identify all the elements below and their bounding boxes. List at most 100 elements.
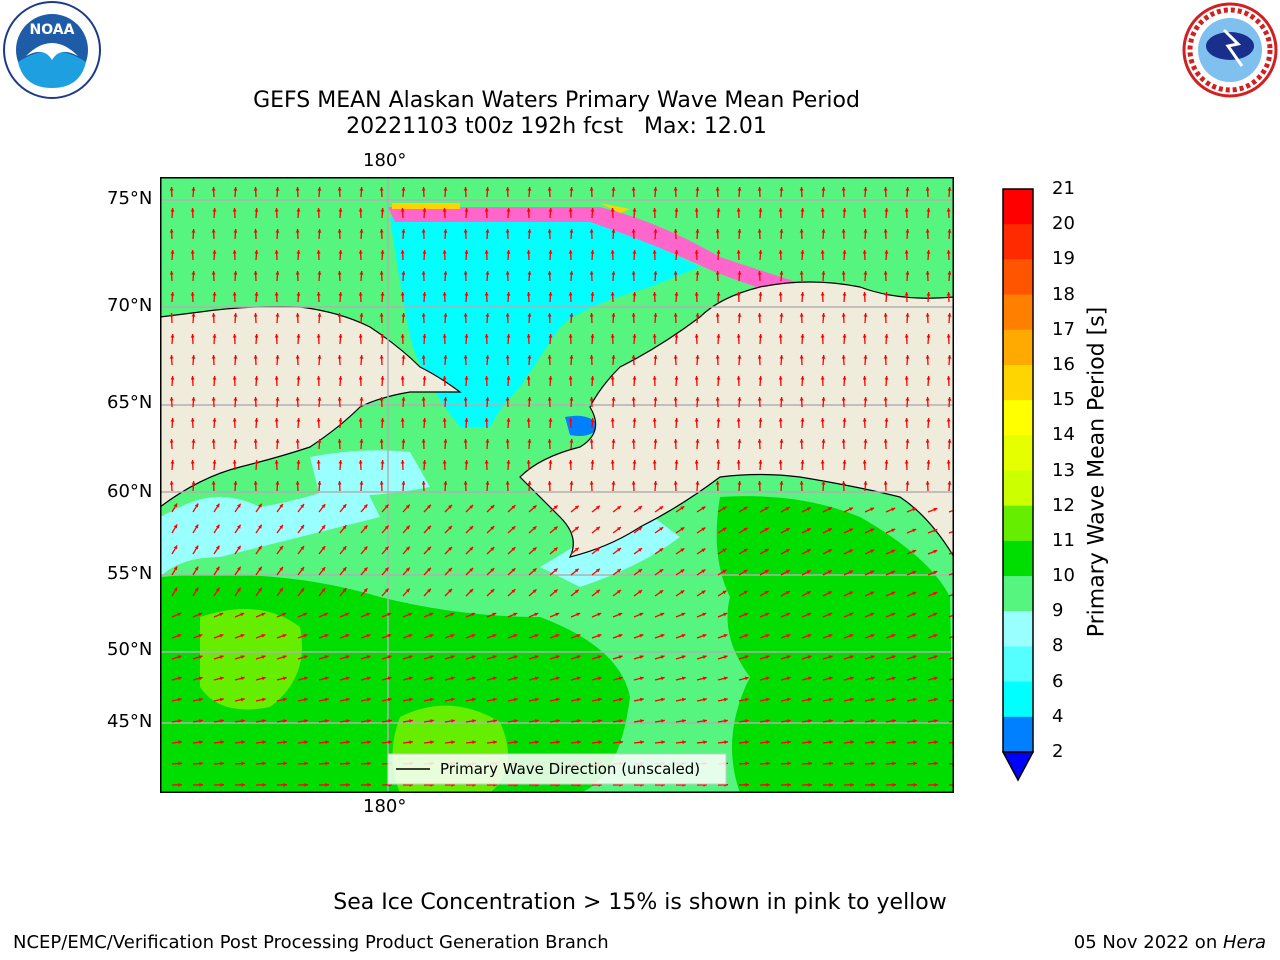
wave-arrow-head: [617, 590, 621, 594]
wave-arrow-head: [568, 292, 573, 296]
wave-arrow-head: [576, 697, 581, 702]
wave-arrow-head: [757, 229, 762, 233]
wave-arrow-head: [401, 481, 406, 485]
wave-arrow-head: [702, 697, 707, 702]
wave-arrow-head: [947, 271, 952, 275]
wave-arrow-head: [358, 250, 363, 254]
wave-arrow-head: [553, 526, 558, 531]
wave-arrow-head: [905, 439, 910, 443]
wave-arrow-head: [723, 697, 728, 702]
wave-arrow-head: [659, 506, 664, 510]
wave-arrow-head: [722, 590, 727, 595]
wave-arrow-head: [842, 418, 847, 422]
wave-arrow-head: [737, 271, 742, 275]
wave-arrow-head: [870, 591, 875, 596]
wave-arrow-head: [317, 187, 322, 191]
wave-arrow-head: [254, 376, 259, 380]
wave-arrow-head: [219, 634, 224, 638]
wave-arrow-head: [610, 376, 615, 380]
wave-arrow-head: [631, 271, 636, 275]
wave-arrow-head: [799, 229, 804, 233]
wave-arrow-head: [303, 697, 308, 702]
wave-arrow-head: [821, 355, 826, 359]
wave-arrow-head: [737, 397, 742, 401]
wave-arrow-head: [827, 570, 832, 574]
wave-arrow-head: [652, 208, 657, 212]
wave-arrow-head: [828, 612, 833, 617]
wave-arrow-head: [779, 187, 784, 191]
wave-arrow-head: [702, 612, 707, 617]
wave-arrow-head: [241, 782, 245, 787]
wave-arrow-head: [199, 719, 203, 723]
wave-arrow-head: [194, 545, 199, 550]
wave-arrow-head: [799, 355, 804, 359]
wave-arrow-head: [904, 292, 909, 296]
wave-arrow-head: [380, 376, 385, 380]
wave-arrow-head: [589, 355, 594, 359]
wave-arrow-head: [514, 740, 518, 745]
wave-arrow-head: [891, 528, 896, 533]
wave-arrow-head: [701, 506, 706, 511]
wave-arrow-head: [387, 655, 392, 659]
wave-arrow-head: [841, 481, 846, 485]
wave-arrow-head: [799, 481, 804, 485]
wave-arrow-head: [716, 250, 721, 254]
wave-arrow-head: [283, 782, 287, 787]
wave-arrow-head: [485, 397, 490, 401]
wave-arrow-head: [379, 229, 384, 233]
wave-arrow-head: [883, 481, 888, 485]
wave-arrow-head: [926, 292, 931, 296]
noaa-logo: NOAA: [3, 1, 101, 99]
wave-arrow-head: [233, 439, 238, 443]
wave-arrow-head: [589, 439, 594, 443]
wave-arrow-head: [722, 569, 727, 574]
wave-arrow-head: [758, 460, 763, 464]
wave-arrow-head: [240, 634, 245, 638]
wave-arrow-head: [379, 313, 384, 317]
wave-arrow-head: [934, 740, 938, 745]
wave-arrow-head: [673, 229, 678, 233]
wave-arrow-head: [652, 334, 657, 338]
wave-arrow-head: [485, 271, 490, 275]
svg-text:NOAA: NOAA: [30, 22, 75, 38]
wave-arrow-head: [568, 250, 573, 254]
wave-arrow-head: [448, 546, 452, 551]
wave-arrow-head: [262, 740, 266, 745]
wave-arrow-head: [947, 313, 952, 317]
wave-arrow-head: [405, 504, 410, 509]
wave-arrow-head: [173, 566, 178, 571]
wave-arrow-head: [450, 676, 455, 681]
wave-arrow-head: [303, 612, 308, 617]
wave-arrow-head: [702, 634, 707, 638]
wave-arrow-head: [484, 208, 489, 212]
wave-arrow-head: [737, 313, 742, 317]
wave-arrow-head: [240, 697, 245, 702]
wave-arrow-head: [778, 334, 783, 338]
wave-arrow-head: [387, 676, 392, 681]
wave-arrow-head: [275, 355, 280, 359]
wave-arrow-head: [891, 570, 896, 575]
wave-arrow-head: [363, 588, 368, 593]
wave-arrow-head: [215, 545, 220, 550]
wave-arrow-head: [870, 528, 875, 533]
wave-arrow-head: [295, 481, 300, 485]
wave-arrow-head: [548, 250, 553, 254]
wave-arrow-head: [198, 676, 203, 681]
wave-arrow-head: [863, 439, 868, 443]
wave-arrow-head: [254, 208, 259, 212]
wave-arrow-head: [534, 655, 539, 659]
wave-period-map: [160, 177, 954, 793]
wave-arrow-head: [198, 634, 203, 638]
wave-arrow-head: [448, 567, 452, 572]
wave-arrow-head: [527, 271, 532, 275]
wave-arrow-head: [548, 208, 553, 212]
wave-arrow-head: [933, 676, 938, 681]
wave-arrow-head: [492, 612, 497, 617]
wave-arrow-head: [258, 587, 262, 592]
wave-arrow-head: [695, 439, 700, 443]
wave-arrow-head: [274, 250, 279, 254]
wave-arrow-head: [653, 397, 658, 401]
national-weather-service-logo: [1182, 2, 1278, 98]
wave-arrow-head: [912, 570, 917, 575]
period-12-region-west: [200, 609, 302, 710]
